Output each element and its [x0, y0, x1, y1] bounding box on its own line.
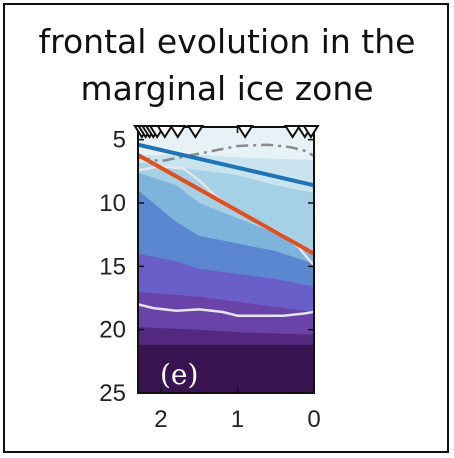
station-marker-8: [186, 125, 205, 139]
y-tick-label-5: 5: [113, 127, 126, 154]
axes-box: [137, 126, 315, 394]
series-line-4-white-contour: [138, 303, 314, 317]
panel-label: (e): [160, 358, 198, 391]
station-marker-12: [302, 125, 320, 139]
station-marker-9: [236, 125, 254, 139]
y-tick-label-15: 15: [99, 253, 126, 280]
x-tick-label-2: 2: [154, 406, 167, 433]
series-line-1-solid-blue: [138, 142, 314, 188]
series-line-5-dash-dot: [138, 143, 314, 163]
station-marker-6: [155, 125, 174, 139]
band-8: [138, 344, 314, 393]
series-lines: [138, 142, 314, 317]
surface-markers: [133, 125, 320, 139]
x-tick-label-0: 0: [307, 406, 320, 433]
y-tick-label-25: 25: [99, 380, 126, 407]
station-marker-7: [168, 125, 187, 139]
chart-title: frontal evolution in the marginal ice zo…: [0, 18, 454, 112]
title-line-1: frontal evolution in the: [38, 22, 416, 61]
title-line-2: marginal ice zone: [80, 69, 374, 108]
series-line-2-solid-orange: [138, 153, 314, 256]
filled-bands: [138, 154, 314, 393]
station-marker-10: [283, 125, 302, 139]
y-tick-label-10: 10: [99, 190, 126, 217]
y-tick-label-20: 20: [99, 317, 126, 344]
x-tick-label-1: 1: [231, 406, 244, 433]
